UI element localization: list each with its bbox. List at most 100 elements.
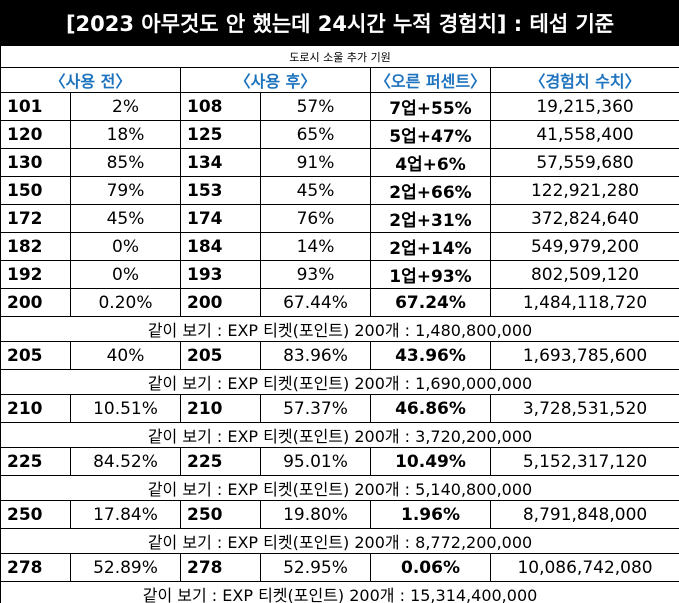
percent-after: 93% xyxy=(260,260,371,289)
percent-gain: 0.06% xyxy=(370,553,491,582)
level-after: 210 xyxy=(180,394,261,423)
level-after: 174 xyxy=(180,204,261,233)
note: 같이 보기 : EXP 티켓(포인트) 200개 : 5,140,800,000 xyxy=(0,475,679,501)
percent-after: 83.96% xyxy=(260,341,371,370)
note-row: 같이 보기 : EXP 티켓(포인트) 200개 : 8,772,200,000 xyxy=(0,528,679,554)
exp-value: 802,509,120 xyxy=(489,260,679,289)
header-row: 〈사용 전〉 〈사용 후〉 〈오른 퍼센트〉 〈경험치 수치〉 xyxy=(0,67,679,93)
header-cell: 〈사용 후〉 xyxy=(180,67,371,93)
percent-before: 79% xyxy=(70,176,181,205)
exp-value: 1,693,785,600 xyxy=(489,341,679,370)
percent-after: 76% xyxy=(260,204,371,233)
note: 같이 보기 : EXP 티켓(포인트) 200개 : 3,720,200,000 xyxy=(0,422,679,448)
level-before: 210 xyxy=(0,394,71,423)
percent-before: 18% xyxy=(70,120,181,149)
percent-before: 0.20% xyxy=(70,288,181,317)
percent-before: 0% xyxy=(70,260,181,289)
data-row: 210 10.51% 210 57.37% 46.86% 3,728,531,520 xyxy=(0,394,679,423)
exp-value: 10,086,742,080 xyxy=(489,553,679,582)
header-cell: 〈오른 퍼센트〉 xyxy=(370,67,491,93)
percent-gain: 2업+31% xyxy=(370,204,491,233)
level-before: 172 xyxy=(0,204,71,233)
percent-after: 45% xyxy=(260,176,371,205)
data-row: 182 0% 184 14% 2업+14% 549,979,200 xyxy=(0,232,679,261)
percent-after: 67.44% xyxy=(260,288,371,317)
level-before: 182 xyxy=(0,232,71,261)
level-after: 250 xyxy=(180,500,261,529)
data-row: 225 84.52% 225 95.01% 10.49% 5,152,317,120 xyxy=(0,447,679,476)
percent-before: 85% xyxy=(70,148,181,177)
title-row: [2023 아무것도 안 했는데 24시간 누적 경험치] : 테섭 기준 xyxy=(0,0,679,46)
percent-gain: 2업+66% xyxy=(370,176,491,205)
exp-value: 549,979,200 xyxy=(489,232,679,261)
subtitle-row: 도로시 소울 추가 기원 xyxy=(0,45,679,68)
percent-gain: 10.49% xyxy=(370,447,491,476)
note-row: 같이 보기 : EXP 티켓(포인트) 200개 : 3,720,200,000 xyxy=(0,422,679,448)
header-cell: 〈경험치 수치〉 xyxy=(489,67,679,93)
data-row: 192 0% 193 93% 1업+93% 802,509,120 xyxy=(0,260,679,289)
data-row: 205 40% 205 83.96% 43.96% 1,693,785,600 xyxy=(0,341,679,370)
percent-gain: 2업+14% xyxy=(370,232,491,261)
percent-before: 45% xyxy=(70,204,181,233)
level-after: 205 xyxy=(180,341,261,370)
level-before: 200 xyxy=(0,288,71,317)
note-row: 같이 보기 : EXP 티켓(포인트) 200개 : 15,314,400,00… xyxy=(0,581,679,603)
exp-value: 8,791,848,000 xyxy=(489,500,679,529)
note-row: 같이 보기 : EXP 티켓(포인트) 200개 : 5,140,800,000 xyxy=(0,475,679,501)
percent-after: 52.95% xyxy=(260,553,371,582)
percent-gain: 7업+55% xyxy=(370,92,491,121)
percent-before: 0% xyxy=(70,232,181,261)
percent-before: 52.89% xyxy=(70,553,181,582)
level-before: 130 xyxy=(0,148,71,177)
level-before: 205 xyxy=(0,341,71,370)
exp-value: 19,215,360 xyxy=(489,92,679,121)
data-row: 278 52.89% 278 52.95% 0.06% 10,086,742,080 xyxy=(0,553,679,582)
percent-gain: 5업+47% xyxy=(370,120,491,149)
level-after: 225 xyxy=(180,447,261,476)
exp-value: 372,824,640 xyxy=(489,204,679,233)
note: 같이 보기 : EXP 티켓(포인트) 200개 : 1,480,800,000 xyxy=(0,316,679,342)
exp-value: 57,559,680 xyxy=(489,148,679,177)
level-before: 250 xyxy=(0,500,71,529)
percent-after: 57.37% xyxy=(260,394,371,423)
level-after: 125 xyxy=(180,120,261,149)
percent-after: 14% xyxy=(260,232,371,261)
data-row: 101 2% 108 57% 7업+55% 19,215,360 xyxy=(0,92,679,121)
level-after: 153 xyxy=(180,176,261,205)
percent-after: 95.01% xyxy=(260,447,371,476)
data-row: 172 45% 174 76% 2업+31% 372,824,640 xyxy=(0,204,679,233)
level-after: 134 xyxy=(180,148,261,177)
title: [2023 아무것도 안 했는데 24시간 누적 경험치] : 테섭 기준 xyxy=(0,0,679,46)
level-before: 120 xyxy=(0,120,71,149)
data-row: 200 0.20% 200 67.44% 67.24% 1,484,118,720 xyxy=(0,288,679,317)
note: 같이 보기 : EXP 티켓(포인트) 200개 : 1,690,000,000 xyxy=(0,369,679,395)
percent-gain: 43.96% xyxy=(370,341,491,370)
percent-before: 40% xyxy=(70,341,181,370)
exp-value: 41,558,400 xyxy=(489,120,679,149)
percent-before: 10.51% xyxy=(70,394,181,423)
percent-gain: 1업+93% xyxy=(370,260,491,289)
exp-value: 3,728,531,520 xyxy=(489,394,679,423)
note-row: 같이 보기 : EXP 티켓(포인트) 200개 : 1,480,800,000 xyxy=(0,316,679,342)
exp-value: 122,921,280 xyxy=(489,176,679,205)
level-before: 225 xyxy=(0,447,71,476)
percent-after: 91% xyxy=(260,148,371,177)
exp-value: 1,484,118,720 xyxy=(489,288,679,317)
data-row: 250 17.84% 250 19.80% 1.96% 8,791,848,000 xyxy=(0,500,679,529)
percent-after: 57% xyxy=(260,92,371,121)
data-row: 150 79% 153 45% 2업+66% 122,921,280 xyxy=(0,176,679,205)
percent-after: 65% xyxy=(260,120,371,149)
level-before: 101 xyxy=(0,92,71,121)
level-after: 108 xyxy=(180,92,261,121)
percent-gain: 1.96% xyxy=(370,500,491,529)
subtitle: 도로시 소울 추가 기원 xyxy=(0,45,679,68)
percent-gain: 67.24% xyxy=(370,288,491,317)
level-after: 278 xyxy=(180,553,261,582)
level-after: 184 xyxy=(180,232,261,261)
percent-gain: 46.86% xyxy=(370,394,491,423)
note-row: 같이 보기 : EXP 티켓(포인트) 200개 : 1,690,000,000 xyxy=(0,369,679,395)
level-after: 200 xyxy=(180,288,261,317)
header-cell: 〈사용 전〉 xyxy=(0,67,181,93)
exp-value: 5,152,317,120 xyxy=(489,447,679,476)
